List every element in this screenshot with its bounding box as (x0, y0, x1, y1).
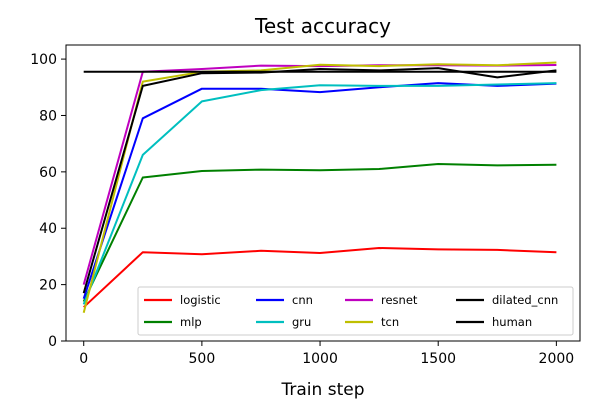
series-line-dilated-cnn (82, 67, 557, 294)
y-tick-label: 80 (39, 108, 57, 124)
x-axis: 0 500 1000 1500 2000 (79, 341, 574, 367)
x-tick-label: 0 (79, 351, 88, 367)
series-line-mlp (82, 163, 557, 302)
legend-label-mlp: mlp (180, 315, 202, 329)
chart-title: Test accuracy (254, 14, 391, 38)
series-line-gru (82, 82, 557, 305)
x-axis-label: Train step (281, 380, 365, 400)
y-tick-label: 60 (39, 165, 57, 181)
x-tick-label: 500 (189, 351, 216, 367)
legend: logistic mlp cnn gru resnet tcn dilated_cnnhum… (137, 286, 574, 336)
plot-lines (82, 61, 557, 314)
legend-label-tcn: tcn (381, 315, 399, 329)
series-line-cnn (82, 82, 557, 300)
series-line-tcn (82, 61, 557, 314)
legend-label-human: human (492, 315, 532, 329)
plot-frame (65, 44, 581, 342)
legend-label-gru: gru (292, 315, 311, 329)
x-tick-label: 1500 (420, 351, 456, 367)
series-line-logistic (83, 247, 557, 308)
x-tick-label: 1000 (302, 351, 338, 367)
y-tick-label: 40 (39, 221, 57, 237)
legend-label-logistic: logistic (180, 293, 221, 307)
y-axis: 0 20 40 60 80 100 (30, 52, 66, 350)
y-tick-label: 100 (30, 52, 57, 68)
y-tick-label: 20 (39, 278, 57, 294)
x-tick-label: 2000 (539, 351, 575, 367)
legend-label-resnet: resnet (381, 293, 418, 307)
y-tick-label: 0 (48, 334, 57, 350)
legend-label-cnn: cnn (292, 293, 313, 307)
legend-label-dilated-cnn: dilated_cnn (492, 293, 558, 307)
